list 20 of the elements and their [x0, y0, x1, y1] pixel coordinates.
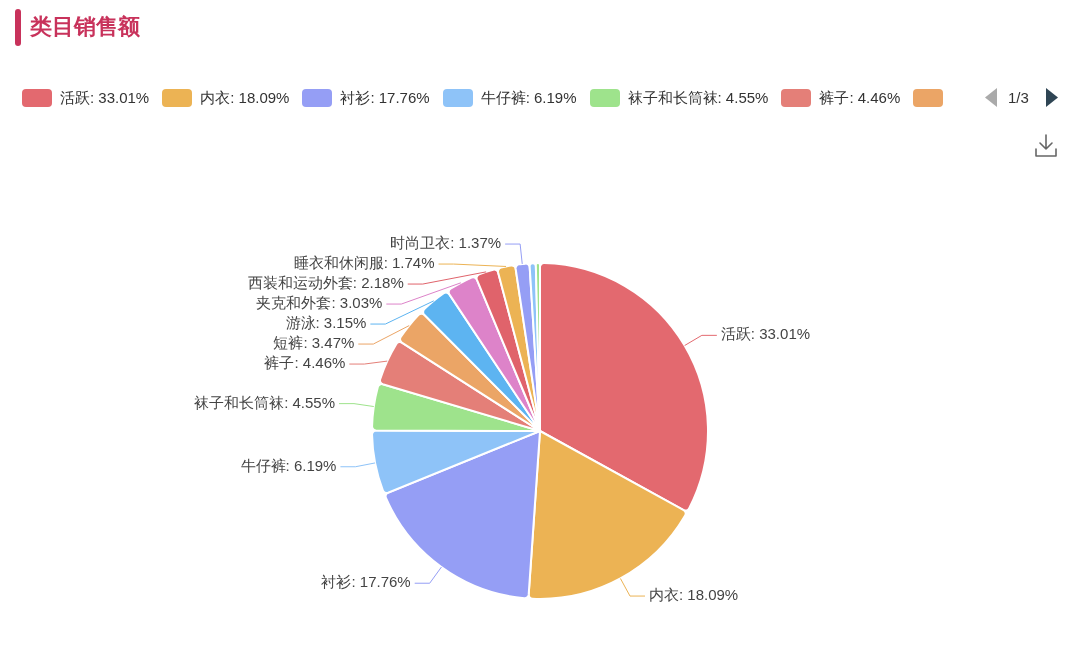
slice-label: 睡衣和休闲服: 1.74% [293, 254, 435, 272]
slice-label: 游泳: 3.15% [285, 314, 367, 332]
slice-label: 袜子和长筒袜: 4.55% [194, 393, 335, 411]
slice-label: 内衣: 18.09% [649, 586, 739, 604]
slice-label: 时尚卫衣: 1.37% [390, 234, 502, 252]
legend-label: 内衣: 18.09% [200, 89, 290, 107]
legend-label: 衬衫: 17.76% [340, 89, 430, 107]
legend-label: 活跃: 33.01% [60, 89, 150, 107]
slice-label: 牛仔裤: 6.19% [240, 456, 337, 474]
slice-label: 活跃: 33.01% [720, 325, 811, 343]
slice-label: 西装和运动外套: 2.18% [247, 274, 404, 292]
slice-label: 夹克和外套: 3.03% [256, 294, 383, 312]
legend-label: 牛仔裤: 6.19% [480, 89, 577, 107]
slice-label: 衬衫: 17.76% [321, 573, 411, 591]
text: 1/3 [1008, 89, 1029, 107]
slice-label: 裤子: 4.46% [264, 354, 346, 372]
legend-label: 裤子: 4.46% [819, 89, 901, 107]
legend-label: 袜子和长筒袜: 4.55% [627, 89, 769, 107]
slice-label: 短裤: 3.47% [273, 334, 355, 352]
chart-title: 类目销售额 [30, 13, 140, 41]
